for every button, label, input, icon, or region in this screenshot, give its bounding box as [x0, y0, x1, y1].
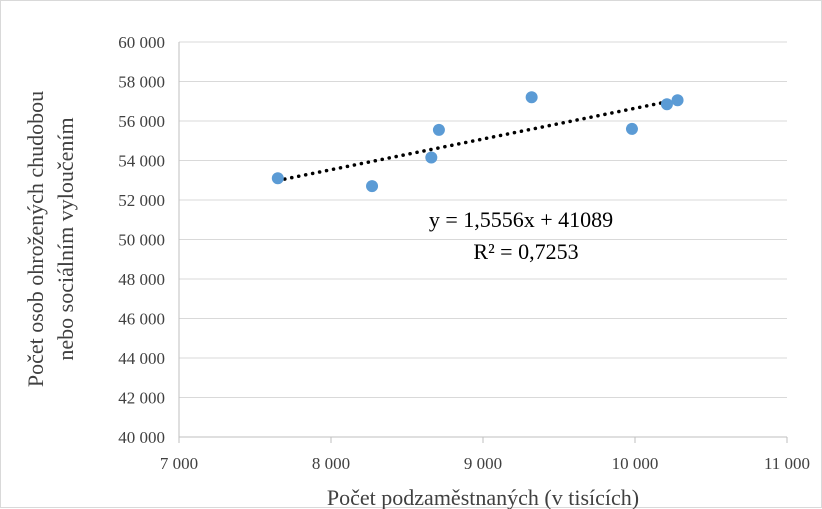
y-tick-label: 56 000	[118, 112, 165, 131]
scatter-point	[271, 172, 284, 185]
scatter-point	[671, 94, 684, 107]
y-axis-title-line-2: nebo sociálním vyloučením	[53, 117, 78, 360]
y-tick-label: 48 000	[118, 270, 165, 289]
gridlines	[179, 41, 787, 398]
y-tick-label: 50 000	[118, 231, 165, 250]
y-tick-label: 46 000	[118, 310, 165, 329]
trendline-equation: y = 1,5556x + 41089	[429, 207, 613, 232]
scatter-point	[366, 180, 379, 193]
x-tick-label: 10 000	[612, 454, 659, 473]
trendline	[276, 97, 680, 183]
r-squared-label: R² = 0,7253	[473, 239, 578, 264]
y-tick-label: 58 000	[118, 73, 165, 92]
x-tick-label: 9 000	[464, 454, 502, 473]
trendline-layer	[276, 97, 680, 183]
x-tick-label: 8 000	[312, 454, 350, 473]
x-axis-title: Počet podzaměstnaných (v tisících)	[327, 485, 639, 509]
y-axis-title-line-1: Počet osob ohrožených chudobou	[23, 91, 48, 387]
scatter-point	[425, 151, 438, 164]
scatter-point	[525, 91, 538, 104]
x-tick-label: 11 000	[764, 454, 810, 473]
axes	[178, 42, 788, 443]
x-tick-label: 7 000	[160, 454, 198, 473]
y-axis-title: Počet osob ohrožených chudobou nebo soci…	[23, 91, 78, 387]
y-tick-label: 42 000	[118, 389, 165, 408]
y-tick-label: 44 000	[118, 349, 165, 368]
scatter-point	[660, 98, 673, 111]
y-tick-label: 60 000	[118, 33, 165, 52]
y-tick-label: 52 000	[118, 191, 165, 210]
y-tick-label: 40 000	[118, 428, 165, 447]
data-points	[271, 91, 684, 193]
scatter-point	[432, 123, 445, 136]
tick-labels: 40 000 42 000 44 000 46 000 48 000 50 000 52 0…	[118, 33, 810, 473]
y-tick-label: 54 000	[118, 152, 165, 171]
scatter-point	[625, 122, 638, 135]
